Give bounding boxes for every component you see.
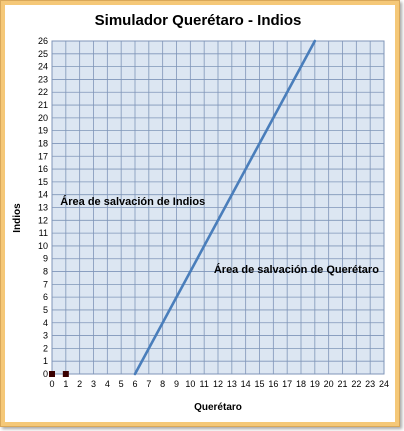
series-lines <box>133 39 317 376</box>
x-tick-label: 15 <box>254 379 264 389</box>
y-tick-label: 23 <box>38 74 48 84</box>
y-tick-label: 20 <box>38 113 48 123</box>
x-axis-label: Querétaro <box>194 402 242 413</box>
y-tick-label: 7 <box>43 279 48 289</box>
x-tick-label: 12 <box>213 379 223 389</box>
annotations: Área de salvación de Indios Área de salva… <box>60 195 379 276</box>
x-tick-label: 13 <box>227 379 237 389</box>
x-tick-label: 20 <box>324 379 334 389</box>
grid <box>51 40 385 375</box>
x-tick-label: 3 <box>91 379 96 389</box>
chart-title: Simulador Querétaro - Indios <box>95 12 302 29</box>
y-axis-label: Indios <box>12 203 23 233</box>
y-tick-label: 6 <box>43 292 48 302</box>
y-tick-label: 10 <box>38 241 48 251</box>
x-tick-label: 6 <box>132 379 137 389</box>
y-tick-label: 13 <box>38 203 48 213</box>
y-tick-label: 4 <box>43 318 48 328</box>
y-tick-label: 15 <box>38 177 48 187</box>
x-tick-label: 11 <box>199 379 208 389</box>
y-tick-label: 14 <box>38 190 48 200</box>
x-tick-label: 4 <box>105 379 110 389</box>
y-tick-label: 21 <box>38 100 48 110</box>
x-tick-label: 24 <box>379 379 389 389</box>
y-tick-label: 11 <box>39 228 48 238</box>
x-tick-label: 10 <box>185 379 195 389</box>
y-tick-label: 8 <box>43 267 48 277</box>
y-tick-label: 16 <box>38 164 48 174</box>
y-tick-label: 5 <box>43 305 48 315</box>
x-tick-label: 1 <box>63 379 68 389</box>
y-tick-labels: 0123456789101112131415161718192021222324… <box>38 36 48 379</box>
x-tick-label: 8 <box>160 379 165 389</box>
x-tick-label: 23 <box>365 379 375 389</box>
x-tick-labels: 0 1 2 3 4 5 6 7 8 9 10 11 12 13 14 15 16 17 18 19 20 21 22 23 24 <box>49 379 389 389</box>
y-tick-label: 26 <box>38 36 48 46</box>
y-tick-label: 1 <box>43 356 48 366</box>
x-tick-label: 0 <box>49 379 54 389</box>
y-tick-label: 0 <box>43 369 48 379</box>
series-line <box>133 39 317 376</box>
x-tick-label: 5 <box>119 379 124 389</box>
y-tick-label: 3 <box>43 331 48 341</box>
data-point <box>49 371 55 377</box>
y-tick-label: 9 <box>43 254 48 264</box>
y-tick-label: 2 <box>43 343 48 353</box>
annotation-label: Área de salvación de Indios <box>60 195 205 208</box>
x-tick-label: 14 <box>241 379 251 389</box>
y-tick-label: 22 <box>38 87 48 97</box>
x-tick-label: 16 <box>268 379 278 389</box>
y-tick-label: 17 <box>38 151 48 161</box>
y-tick-label: 25 <box>38 49 48 59</box>
x-tick-label: 22 <box>351 379 361 389</box>
y-tick-label: 19 <box>38 126 48 136</box>
x-tick-label: 17 <box>282 379 292 389</box>
y-tick-label: 24 <box>38 62 48 72</box>
x-tick-label: 19 <box>310 379 320 389</box>
x-tick-label: 2 <box>77 379 82 389</box>
x-tick-label: 9 <box>174 379 179 389</box>
x-tick-label: 21 <box>337 379 347 389</box>
x-tick-label: 7 <box>146 379 151 389</box>
x-tick-label: 18 <box>296 379 306 389</box>
annotation-label: Área de salvación de Querétaro <box>214 263 379 276</box>
y-tick-label: 18 <box>38 138 48 148</box>
data-point <box>62 371 69 377</box>
y-tick-label: 12 <box>38 215 48 225</box>
data-points <box>49 371 69 377</box>
